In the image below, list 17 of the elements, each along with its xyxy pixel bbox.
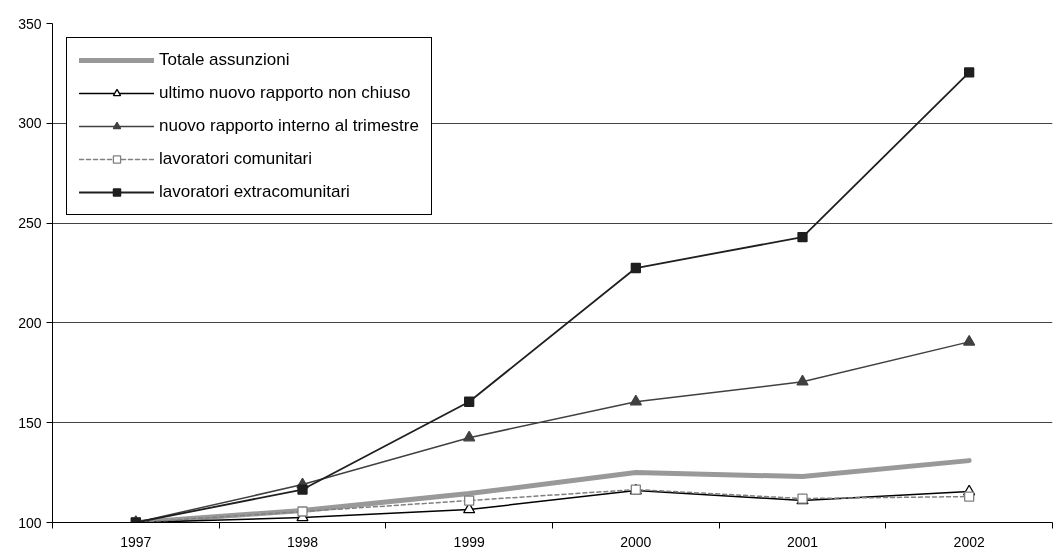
legend-label: Totale assunzioni (159, 50, 290, 70)
x-tick-label: 2002 (953, 533, 985, 550)
x-tick-label: 1999 (453, 533, 485, 550)
y-tick-label: 100 (18, 514, 42, 531)
legend-label: ultimo nuovo rapporto non chiuso (159, 83, 411, 103)
y-tick-label: 300 (18, 115, 42, 132)
legend-label: lavoratori extracomunitari (159, 182, 350, 202)
x-tick-label: 1997 (120, 533, 152, 550)
legend-label: nuovo rapporto interno al trimestre (159, 116, 419, 136)
legend-label: lavoratori comunitari (159, 149, 313, 169)
x-tick-label: 2000 (620, 533, 652, 550)
x-tick-label: 1998 (286, 533, 319, 550)
y-tick-label: 250 (18, 215, 42, 232)
y-tick-label: 150 (18, 414, 42, 431)
y-tick-label: 350 (18, 15, 42, 32)
x-tick-label: 2001 (786, 533, 819, 550)
y-tick-label: 200 (18, 314, 42, 331)
